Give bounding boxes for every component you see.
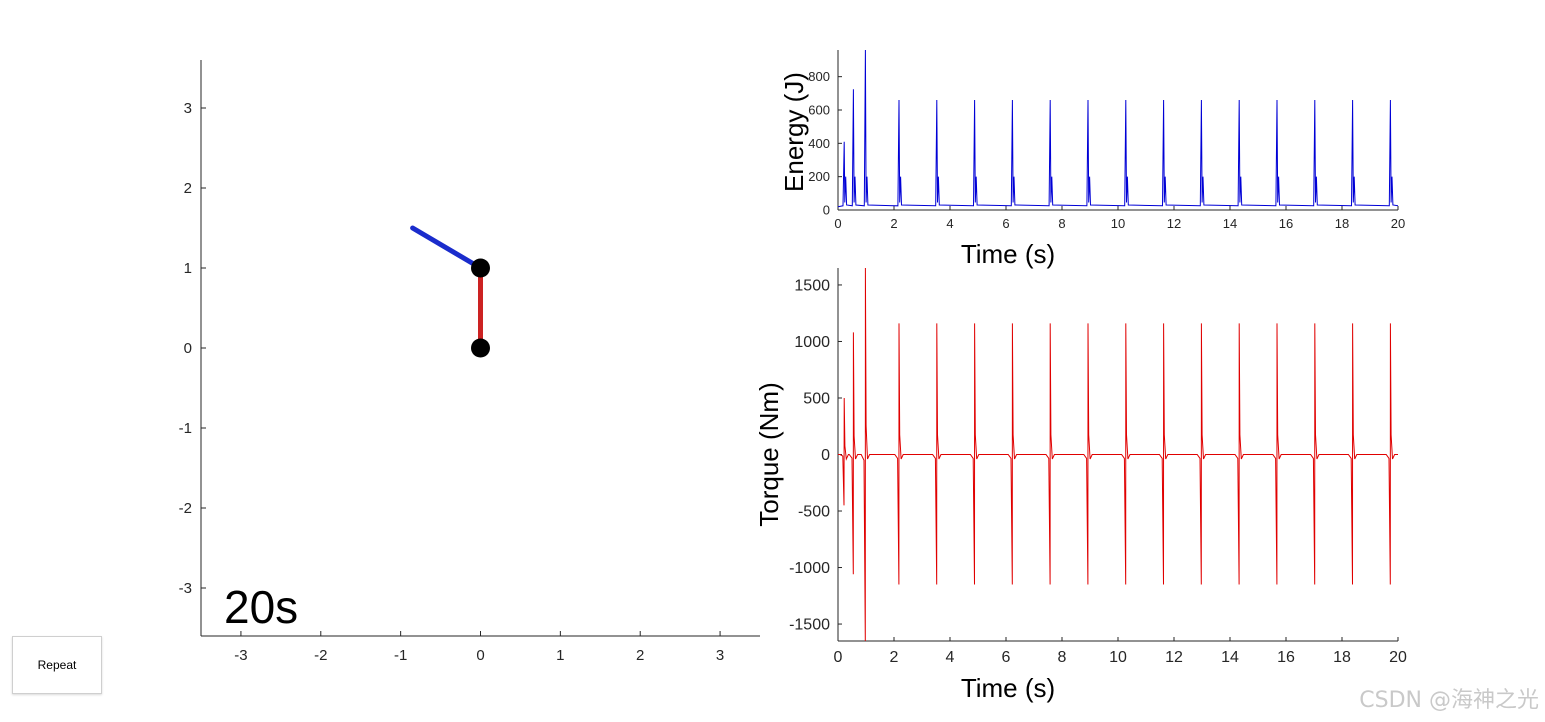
energy-y-tick-label: 600 (808, 103, 830, 118)
pendulum-x-tick-label: -2 (314, 647, 327, 664)
pendulum-x-tick-label: 0 (476, 647, 484, 664)
energy-x-tick-label: 10 (1111, 216, 1125, 231)
torque-y-tick-label: 500 (803, 391, 830, 408)
torque-y-label: Torque (Nm) (754, 382, 784, 526)
energy-x-tick-label: 2 (890, 216, 897, 231)
pendulum-axes: -3 -2 -1 0 1 2 3 -3 -2 -1 0 1 2 3 (179, 60, 760, 664)
energy-x-tick-label: 8 (1058, 216, 1065, 231)
energy-x-tick-label: 18 (1335, 216, 1349, 231)
energy-x-tick-label: 14 (1223, 216, 1237, 231)
torque-y-tick-label: 1000 (794, 334, 830, 351)
pendulum-y-tick-label: 2 (184, 180, 192, 197)
torque-x-tick-label: 14 (1221, 649, 1239, 666)
torque-x-tick-label: 16 (1277, 649, 1295, 666)
torque-x-tick-label: 4 (946, 649, 955, 666)
energy-x-tick-label: 0 (834, 216, 841, 231)
pendulum-y-tick-label: -3 (179, 580, 192, 597)
energy-x-label: Time (s) (961, 239, 1055, 269)
pendulum-x-tick-label: 3 (716, 647, 724, 664)
torque-series-line (838, 267, 1398, 642)
pendulum-x-tick-label: -1 (394, 647, 407, 664)
energy-x-tick-label: 16 (1279, 216, 1293, 231)
pendulum-y-tick-label: 0 (184, 340, 192, 357)
torque-x-tick-label: 20 (1389, 649, 1407, 666)
watermark-text: CSDN @海神之光 (1359, 688, 1539, 713)
energy-y-label: Energy (J) (779, 72, 809, 192)
time-label: 20s (224, 581, 298, 633)
repeat-button[interactable]: Repeat (12, 636, 102, 694)
pendulum-joint-2 (471, 258, 490, 278)
torque-y-tick-label: -1000 (789, 560, 830, 577)
torque-axes: 0 2 4 6 8 10 12 14 16 18 20 -1500 -1000 -500 0 500 1000 1… (754, 267, 1407, 703)
energy-x-tick-label: 6 (1002, 216, 1009, 231)
pendulum-joint-1 (471, 338, 490, 358)
energy-x-tick-label: 20 (1391, 216, 1405, 231)
pendulum-y-tick-label: -1 (179, 420, 192, 437)
pendulum-x-tick-label: -3 (234, 647, 247, 664)
energy-series-line (837, 49, 1399, 208)
energy-y-tick-label: 800 (808, 69, 830, 84)
energy-y-tick-label: 200 (808, 169, 830, 184)
energy-x-tick-label: 12 (1167, 216, 1181, 231)
pendulum-y-tick-label: -2 (179, 500, 192, 517)
torque-x-label: Time (s) (961, 673, 1055, 703)
energy-y-tick-label: 400 (808, 136, 830, 151)
torque-x-tick-label: 8 (1058, 649, 1067, 666)
torque-y-tick-label: 0 (821, 447, 830, 464)
torque-y-tick-label: 1500 (794, 278, 830, 295)
torque-x-tick-label: 6 (1002, 649, 1011, 666)
pendulum-y-tick-label: 1 (184, 260, 192, 277)
pendulum-y-tick-label: 3 (184, 100, 192, 117)
torque-x-tick-label: 2 (890, 649, 899, 666)
torque-x-tick-label: 10 (1109, 649, 1127, 666)
pendulum-link2 (410, 225, 483, 271)
torque-x-tick-label: 12 (1165, 649, 1183, 666)
torque-y-tick-label: -1500 (789, 617, 830, 634)
torque-y-tick-label: -500 (798, 504, 830, 521)
pendulum-x-tick-label: 1 (556, 647, 564, 664)
energy-y-tick-label: 0 (823, 203, 830, 218)
torque-x-tick-label: 0 (834, 649, 843, 666)
pendulum-x-tick-label: 2 (636, 647, 644, 664)
energy-x-tick-label: 4 (946, 216, 953, 231)
torque-x-tick-label: 18 (1333, 649, 1351, 666)
